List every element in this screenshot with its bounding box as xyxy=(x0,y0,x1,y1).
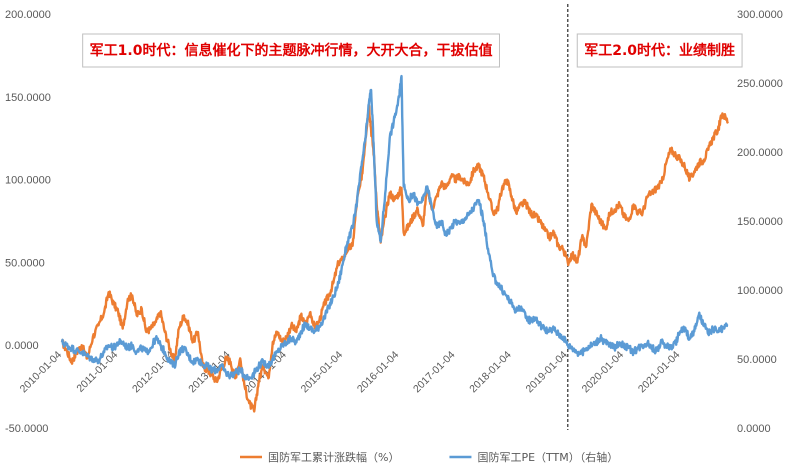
right-tick-label: 300.0000 xyxy=(737,9,783,21)
series-line-1 xyxy=(60,103,729,413)
legend: 国防军工累计涨跌幅（%） 国防军工PE（TTM）（右轴） xyxy=(240,450,618,464)
legend-item-2: 国防军工PE（TTM）（右轴） xyxy=(449,450,618,464)
left-tick-label: 200.0000 xyxy=(5,9,51,21)
right-tick-label: 200.0000 xyxy=(737,147,783,159)
annotation-text: 军工2.0时代：业绩制胜 xyxy=(584,42,735,59)
right-tick-label: 100.0000 xyxy=(737,285,783,297)
right-tick-label: 150.0000 xyxy=(737,216,783,228)
series-layer xyxy=(60,74,729,413)
left-tick-label: 50.0000 xyxy=(5,257,45,269)
right-tick-label: 0.0000 xyxy=(737,423,771,435)
legend-label: 国防军工累计涨跌幅（%） xyxy=(268,450,399,464)
right-tick-label: 50.0000 xyxy=(737,354,777,366)
annotation-border xyxy=(576,33,743,68)
right-axis-ticks: 300.0000 250.0000 200.0000 150.0000 100.0000… xyxy=(737,9,783,435)
right-tick-label: 250.0000 xyxy=(737,78,783,90)
series-line-2 xyxy=(60,74,729,381)
annotation-border xyxy=(82,33,500,68)
annotation-text: 军工1.0时代：信息催化下的主题脉冲行情，大开大合，干拔估值 xyxy=(90,42,493,59)
legend-item-1: 国防军工累计涨跌幅（%） xyxy=(240,450,399,464)
left-tick-label: 150.0000 xyxy=(5,92,51,104)
left-axis-ticks: 200.0000 150.0000 100.0000 50.0000 0.0000 -50… xyxy=(5,9,51,435)
left-tick-label: -50.0000 xyxy=(5,423,48,435)
left-tick-label: 0.0000 xyxy=(5,340,39,352)
legend-label: 国防军工PE（TTM）（右轴） xyxy=(477,450,618,464)
left-tick-label: 100.0000 xyxy=(5,175,51,187)
annotation-box-2: 军工2.0时代：业绩制胜 xyxy=(576,33,743,68)
annotations: 军工1.0时代：信息催化下的主题脉冲行情，大开大合，干拔估值 军工2.0时代：业绩… xyxy=(82,33,743,68)
annotation-box-1: 军工1.0时代：信息催化下的主题脉冲行情，大开大合，干拔估值 xyxy=(82,33,500,68)
